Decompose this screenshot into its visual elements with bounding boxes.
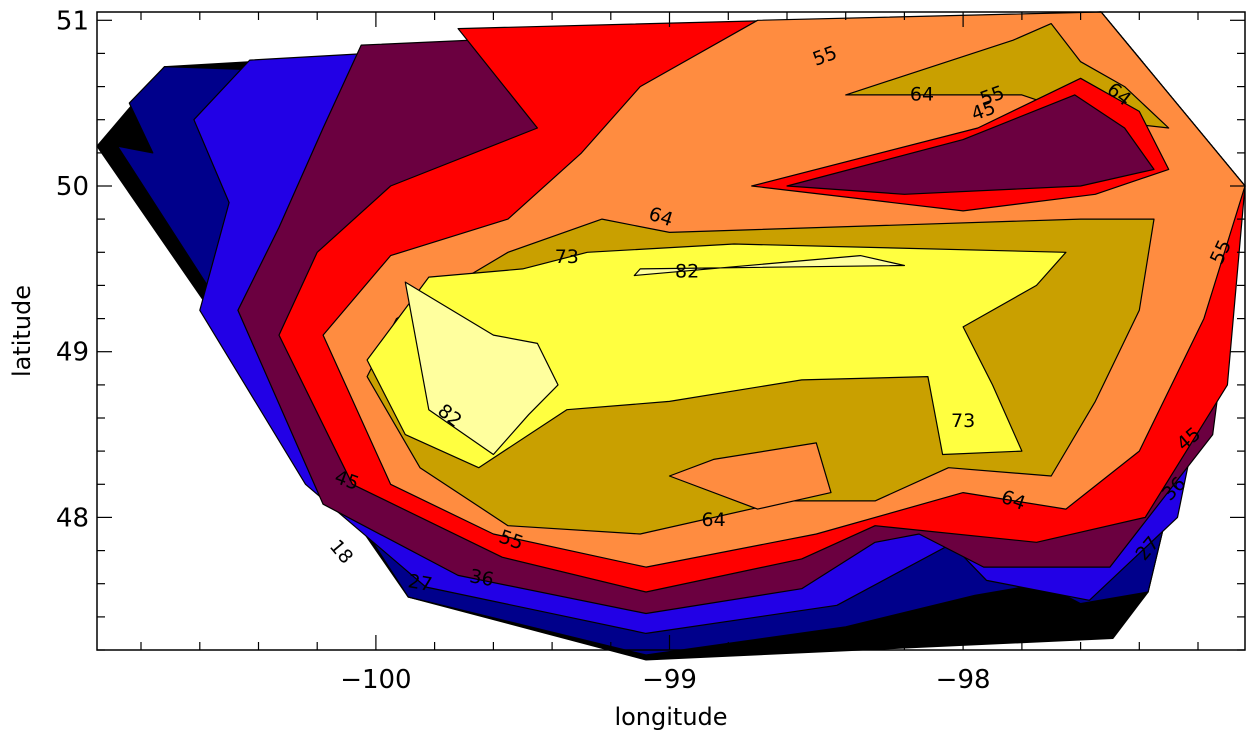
x-tick-label: −98 (936, 665, 991, 695)
contour-band-73 (366, 243, 1067, 469)
x-tick-label: −100 (340, 665, 411, 695)
y-tick-label: 48 (56, 503, 89, 533)
y-tick-labels: 48 49 50 51 (56, 6, 89, 533)
contour-label: 64 (702, 509, 726, 531)
y-tick-label: 50 (56, 172, 89, 202)
contour-label: 82 (675, 261, 699, 283)
contour-label: 18 (325, 536, 357, 569)
y-tick-label: 51 (56, 6, 89, 36)
x-axis-title: longitude (614, 703, 727, 731)
contour-band-82 (404, 281, 559, 456)
plot-frame (96, 11, 1246, 651)
contour-label: 36 (468, 565, 496, 591)
contour-label: 27 (406, 570, 434, 596)
axis-ticks (97, 12, 1245, 651)
x-tick-label: −99 (642, 665, 697, 695)
contour-label: 73 (555, 246, 579, 268)
y-tick-label: 49 (56, 338, 89, 368)
contour-label: 64 (910, 83, 934, 105)
x-tick-labels: −100 −99 −98 (340, 665, 990, 695)
contour-bands (96, 11, 1246, 661)
contour-band-36 (786, 94, 1155, 195)
y-axis-title: latitude (8, 285, 36, 377)
contour-band-82 (633, 255, 906, 277)
contour-band-55 (668, 442, 832, 510)
contour-label: 73 (951, 410, 975, 432)
